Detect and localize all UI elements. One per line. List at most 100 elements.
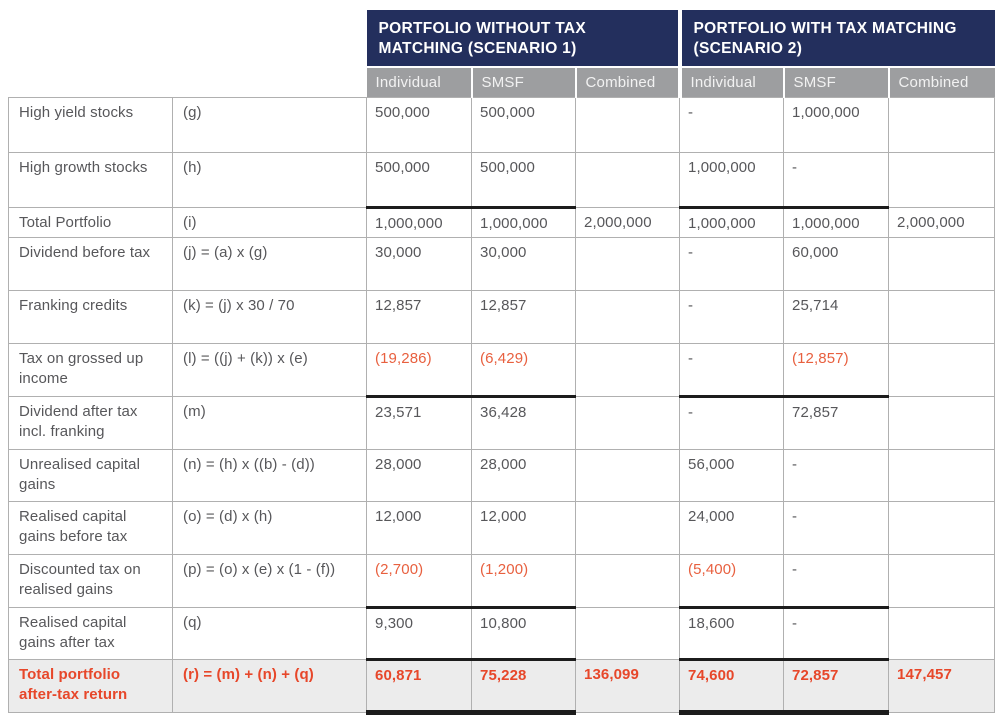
header-blank-spacer	[8, 67, 367, 97]
value-cell: 147,457	[888, 658, 996, 713]
value-cell: 12,000	[471, 500, 576, 555]
value-cell: 74,600	[679, 657, 785, 715]
row-formula: (i)	[172, 206, 367, 238]
col-header-s2-smsf: SMSF	[782, 67, 889, 97]
value-cell	[888, 342, 996, 397]
value-cell: 1,000,000	[783, 205, 890, 238]
row-formula: (n) = (h) x ((b) - (d))	[172, 448, 367, 502]
scenario-header-row: PORTFOLIO WITHOUT TAX MATCHING (SCENARIO…	[8, 10, 995, 68]
value-cell: -	[679, 394, 785, 450]
row-formula: (l) = ((j) + (k)) x (e)	[172, 342, 367, 397]
value-cell	[574, 553, 681, 608]
row-formula: (m)	[172, 395, 367, 450]
value-cell: -	[783, 448, 890, 502]
total-row: Total portfolio after-tax return (r) = (m…	[8, 657, 996, 715]
value-cell: 12,857	[366, 289, 472, 344]
value-cell	[574, 236, 681, 291]
table-row: High yield stocks (g) 500,000 500,000-1,000…	[8, 96, 996, 153]
row-label: Tax on grossed up income	[8, 342, 173, 397]
value-cell	[574, 500, 681, 555]
value-cell: 2,000,000	[888, 206, 996, 238]
value-cell	[888, 448, 996, 502]
col-header-s1-combined: Combined	[574, 67, 680, 97]
value-cell	[888, 553, 996, 608]
value-cell: -	[679, 236, 785, 291]
value-cell: 12,857	[471, 289, 576, 344]
row-label: High growth stocks	[8, 151, 173, 208]
value-cell: (6,429)	[471, 342, 576, 397]
value-cell: 36,428	[471, 394, 576, 450]
value-cell	[888, 289, 996, 344]
value-cell: 72,857	[783, 657, 890, 715]
value-cell: 1,000,000	[783, 96, 890, 153]
table-row: Unrealised capital gains (n) = (h) x ((b)…	[8, 448, 996, 502]
value-cell: (2,700)	[366, 553, 472, 608]
value-cell: (1,200)	[471, 553, 576, 608]
row-label: Franking credits	[8, 289, 173, 344]
value-cell	[574, 606, 681, 660]
value-cell	[574, 342, 681, 397]
value-cell	[574, 289, 681, 344]
row-formula: (q)	[172, 606, 367, 660]
value-cell: 30,000	[366, 236, 472, 291]
value-cell: 136,099	[574, 658, 681, 713]
value-cell: 2,000,000	[574, 206, 681, 238]
portfolio-tax-comparison-table: PORTFOLIO WITHOUT TAX MATCHING (SCENARIO…	[8, 10, 996, 715]
value-cell: 72,857	[783, 394, 890, 450]
row-label: Unrealised capital gains	[8, 448, 173, 502]
value-cell: 28,000	[471, 448, 576, 502]
value-cell: 60,000	[783, 236, 890, 291]
value-cell: 9,300	[366, 605, 472, 660]
row-label: Realised capital gains before tax	[8, 500, 173, 555]
row-formula: (j) = (a) x (g)	[172, 236, 367, 291]
table-row: Tax on grossed up income (l) = ((j) + (k)…	[8, 342, 996, 397]
scenario1-header: PORTFOLIO WITHOUT TAX MATCHING (SCENARIO…	[366, 10, 680, 68]
table-row: Discounted tax on realised gains (p) = (o…	[8, 553, 996, 608]
table-row: Dividend before tax (j) = (a) x (g) 30,000…	[8, 236, 996, 291]
value-cell	[888, 96, 996, 153]
row-formula: (h)	[172, 151, 367, 208]
row-label: Dividend after tax incl. franking	[8, 395, 173, 450]
row-formula: (o) = (d) x (h)	[172, 500, 367, 555]
row-label: Discounted tax on realised gains	[8, 553, 173, 608]
value-cell	[888, 151, 996, 208]
value-cell: 18,600	[679, 605, 785, 660]
col-header-s2-combined: Combined	[887, 67, 995, 97]
scenario2-header: PORTFOLIO WITH TAX MATCHING (SCENARIO 2)	[677, 10, 995, 68]
value-cell: 28,000	[366, 448, 472, 502]
value-cell	[574, 151, 681, 208]
row-formula: (p) = (o) x (e) x (1 - (f))	[172, 553, 367, 608]
value-cell: -	[679, 342, 785, 397]
row-label: Total Portfolio	[8, 206, 173, 238]
value-cell: 30,000	[471, 236, 576, 291]
value-cell: 500,000	[366, 151, 472, 208]
value-cell: -	[679, 96, 785, 153]
value-cell: 500,000	[471, 96, 576, 153]
value-cell: 23,571	[366, 394, 472, 450]
value-cell: 12,000	[366, 500, 472, 555]
col-header-s1-individual: Individual	[366, 67, 472, 97]
value-cell: 500,000	[471, 151, 576, 208]
row-label: High yield stocks	[8, 96, 173, 153]
row-formula: (g)	[172, 96, 367, 153]
value-cell: 1,000,000	[679, 151, 785, 208]
value-cell: 56,000	[679, 448, 785, 502]
value-cell: (12,857)	[783, 342, 890, 397]
value-cell: -	[783, 605, 890, 660]
table-row: Dividend after tax incl. franking (m) 23,5…	[8, 394, 996, 450]
value-cell: -	[783, 500, 890, 555]
value-cell	[888, 606, 996, 660]
value-cell: -	[679, 289, 785, 344]
col-header-s1-smsf: SMSF	[470, 67, 576, 97]
column-header-row: Individual SMSF Combined Individual SMSF…	[8, 67, 995, 97]
table-row: Realised capital gains after tax (q) 9,300…	[8, 605, 996, 660]
value-cell: 1,000,000	[471, 205, 576, 238]
col-header-s2-individual: Individual	[677, 67, 784, 97]
value-cell: 1,000,000	[366, 205, 472, 238]
value-cell: 500,000	[366, 96, 472, 153]
value-cell: -	[783, 151, 890, 208]
table-row: Franking credits (k) = (j) x 30 / 70 12,85…	[8, 289, 996, 344]
value-cell: 75,228	[471, 657, 576, 715]
table-row: High growth stocks (h) 500,000 500,000 1,000…	[8, 151, 996, 208]
